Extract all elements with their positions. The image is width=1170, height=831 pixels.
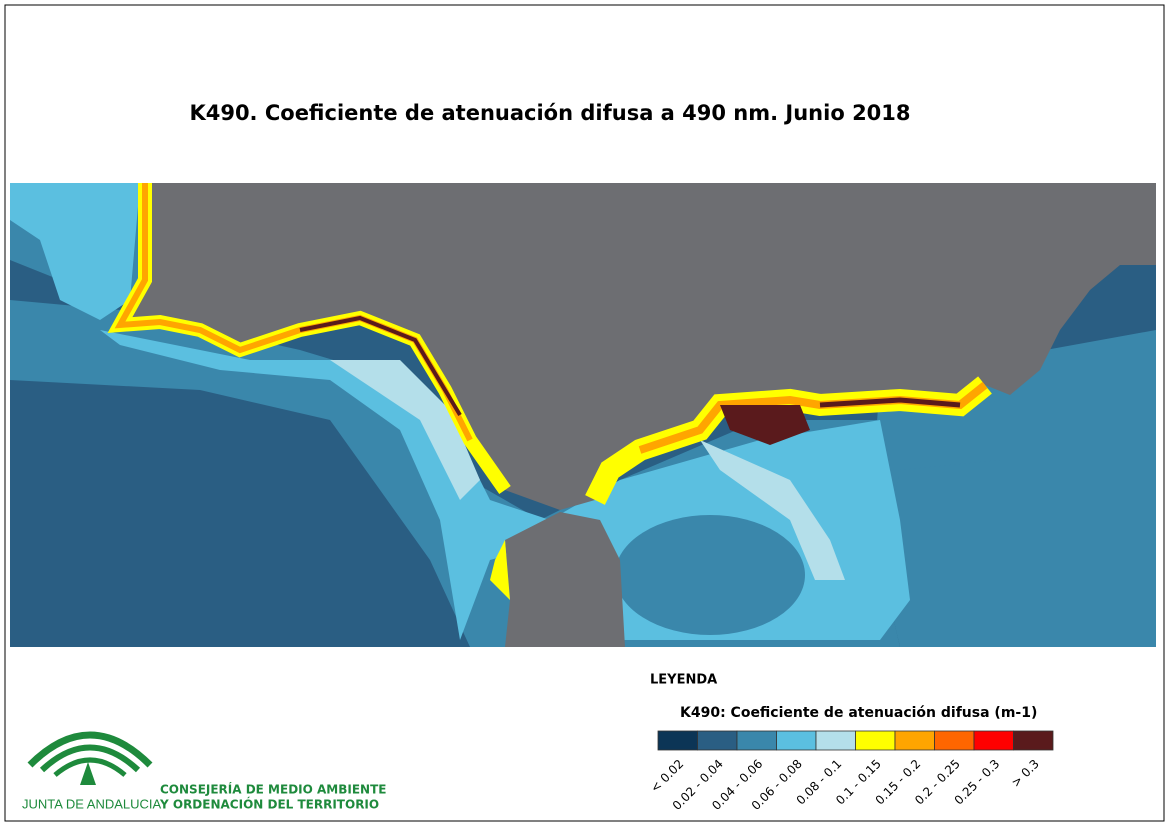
legend-swatch — [1013, 730, 1054, 751]
coastal-band — [720, 405, 810, 445]
sea-zone — [700, 440, 845, 580]
coastal-band — [819, 397, 961, 408]
land — [505, 512, 625, 647]
legend-heading: LEYENDA — [650, 673, 717, 688]
legend-swatch — [736, 730, 777, 751]
logo-name: JUNTA DE ANDALUCIA — [22, 796, 162, 811]
sea-zone — [330, 360, 480, 500]
legend-swatch — [894, 730, 935, 751]
legend-swatch — [697, 730, 738, 751]
sea-zone — [615, 515, 805, 635]
legend: < 0.020.02 - 0.040.04 - 0.060.06 - 0.080… — [648, 730, 1054, 813]
logo: JUNTA DE ANDALUCIA CONSEJERÍA DE MEDIO A… — [22, 731, 386, 812]
sea-zone — [10, 183, 140, 320]
legend-swatch — [657, 730, 698, 751]
legend-swatch — [934, 730, 975, 751]
logo-line: CONSEJERÍA DE MEDIO AMBIENTE — [160, 782, 386, 797]
coastal-band — [490, 540, 510, 600]
coastal-band — [299, 315, 462, 417]
logo-line: Y ORDENACIÓN DEL TERRITORIO — [159, 797, 379, 812]
legend-swatch — [855, 730, 896, 751]
land — [120, 183, 1156, 510]
map-title: K490. Coeficiente de atenuación difusa a… — [189, 101, 910, 125]
legend-swatch — [973, 730, 1014, 751]
map — [10, 183, 1156, 647]
legend-title: K490: Coeficiente de atenuación difusa (… — [680, 705, 1037, 721]
legend-swatch — [776, 730, 817, 751]
legend-swatch — [815, 730, 856, 751]
